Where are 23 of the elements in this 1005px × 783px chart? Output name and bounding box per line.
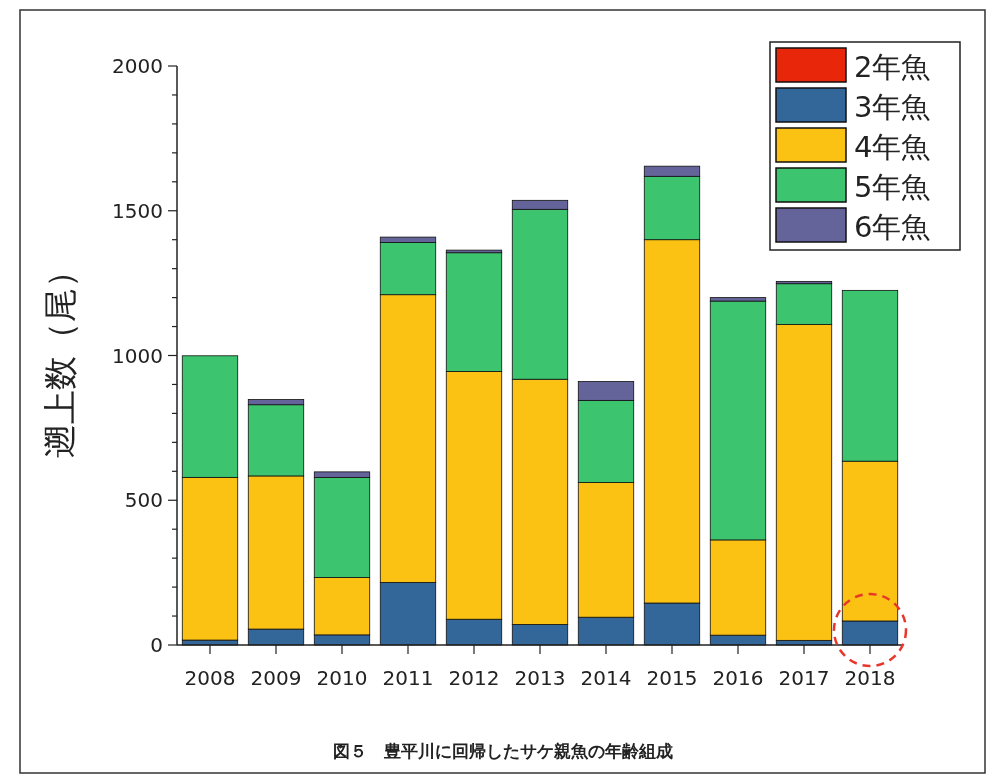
x-tick-label: 2010	[316, 666, 368, 690]
y-tick-label: 2000	[112, 54, 163, 78]
legend-label: 5年魚	[854, 170, 931, 204]
x-tick-label: 2017	[778, 666, 830, 690]
x-tick-label: 2009	[250, 666, 302, 690]
caption: 図５ 豊平川に回帰したサケ親魚の年齢組成	[332, 741, 673, 761]
x-tick-label: 2014	[580, 666, 632, 690]
legend-label: 3年魚	[854, 90, 931, 124]
x-tick-label: 2013	[514, 666, 566, 690]
legend-label: 2年魚	[854, 50, 931, 84]
x-tick-label: 2015	[646, 666, 698, 690]
x-tick-label: 2016	[712, 666, 764, 690]
x-tick-label: 2018	[844, 666, 896, 690]
y-tick-label: 1000	[112, 343, 163, 368]
y-axis-title: 遡上数（尾）	[40, 253, 80, 458]
y-tick-label: 500	[124, 488, 163, 513]
y-tick-label: 1500	[112, 198, 163, 223]
legend-label: 4年魚	[854, 130, 931, 164]
x-tick-label: 2008	[184, 666, 236, 690]
x-tick-label: 2011	[382, 666, 434, 690]
y-tick-label: 0	[150, 633, 163, 657]
x-tick-label: 2012	[448, 666, 500, 690]
legend-label: 6年魚	[854, 210, 931, 244]
